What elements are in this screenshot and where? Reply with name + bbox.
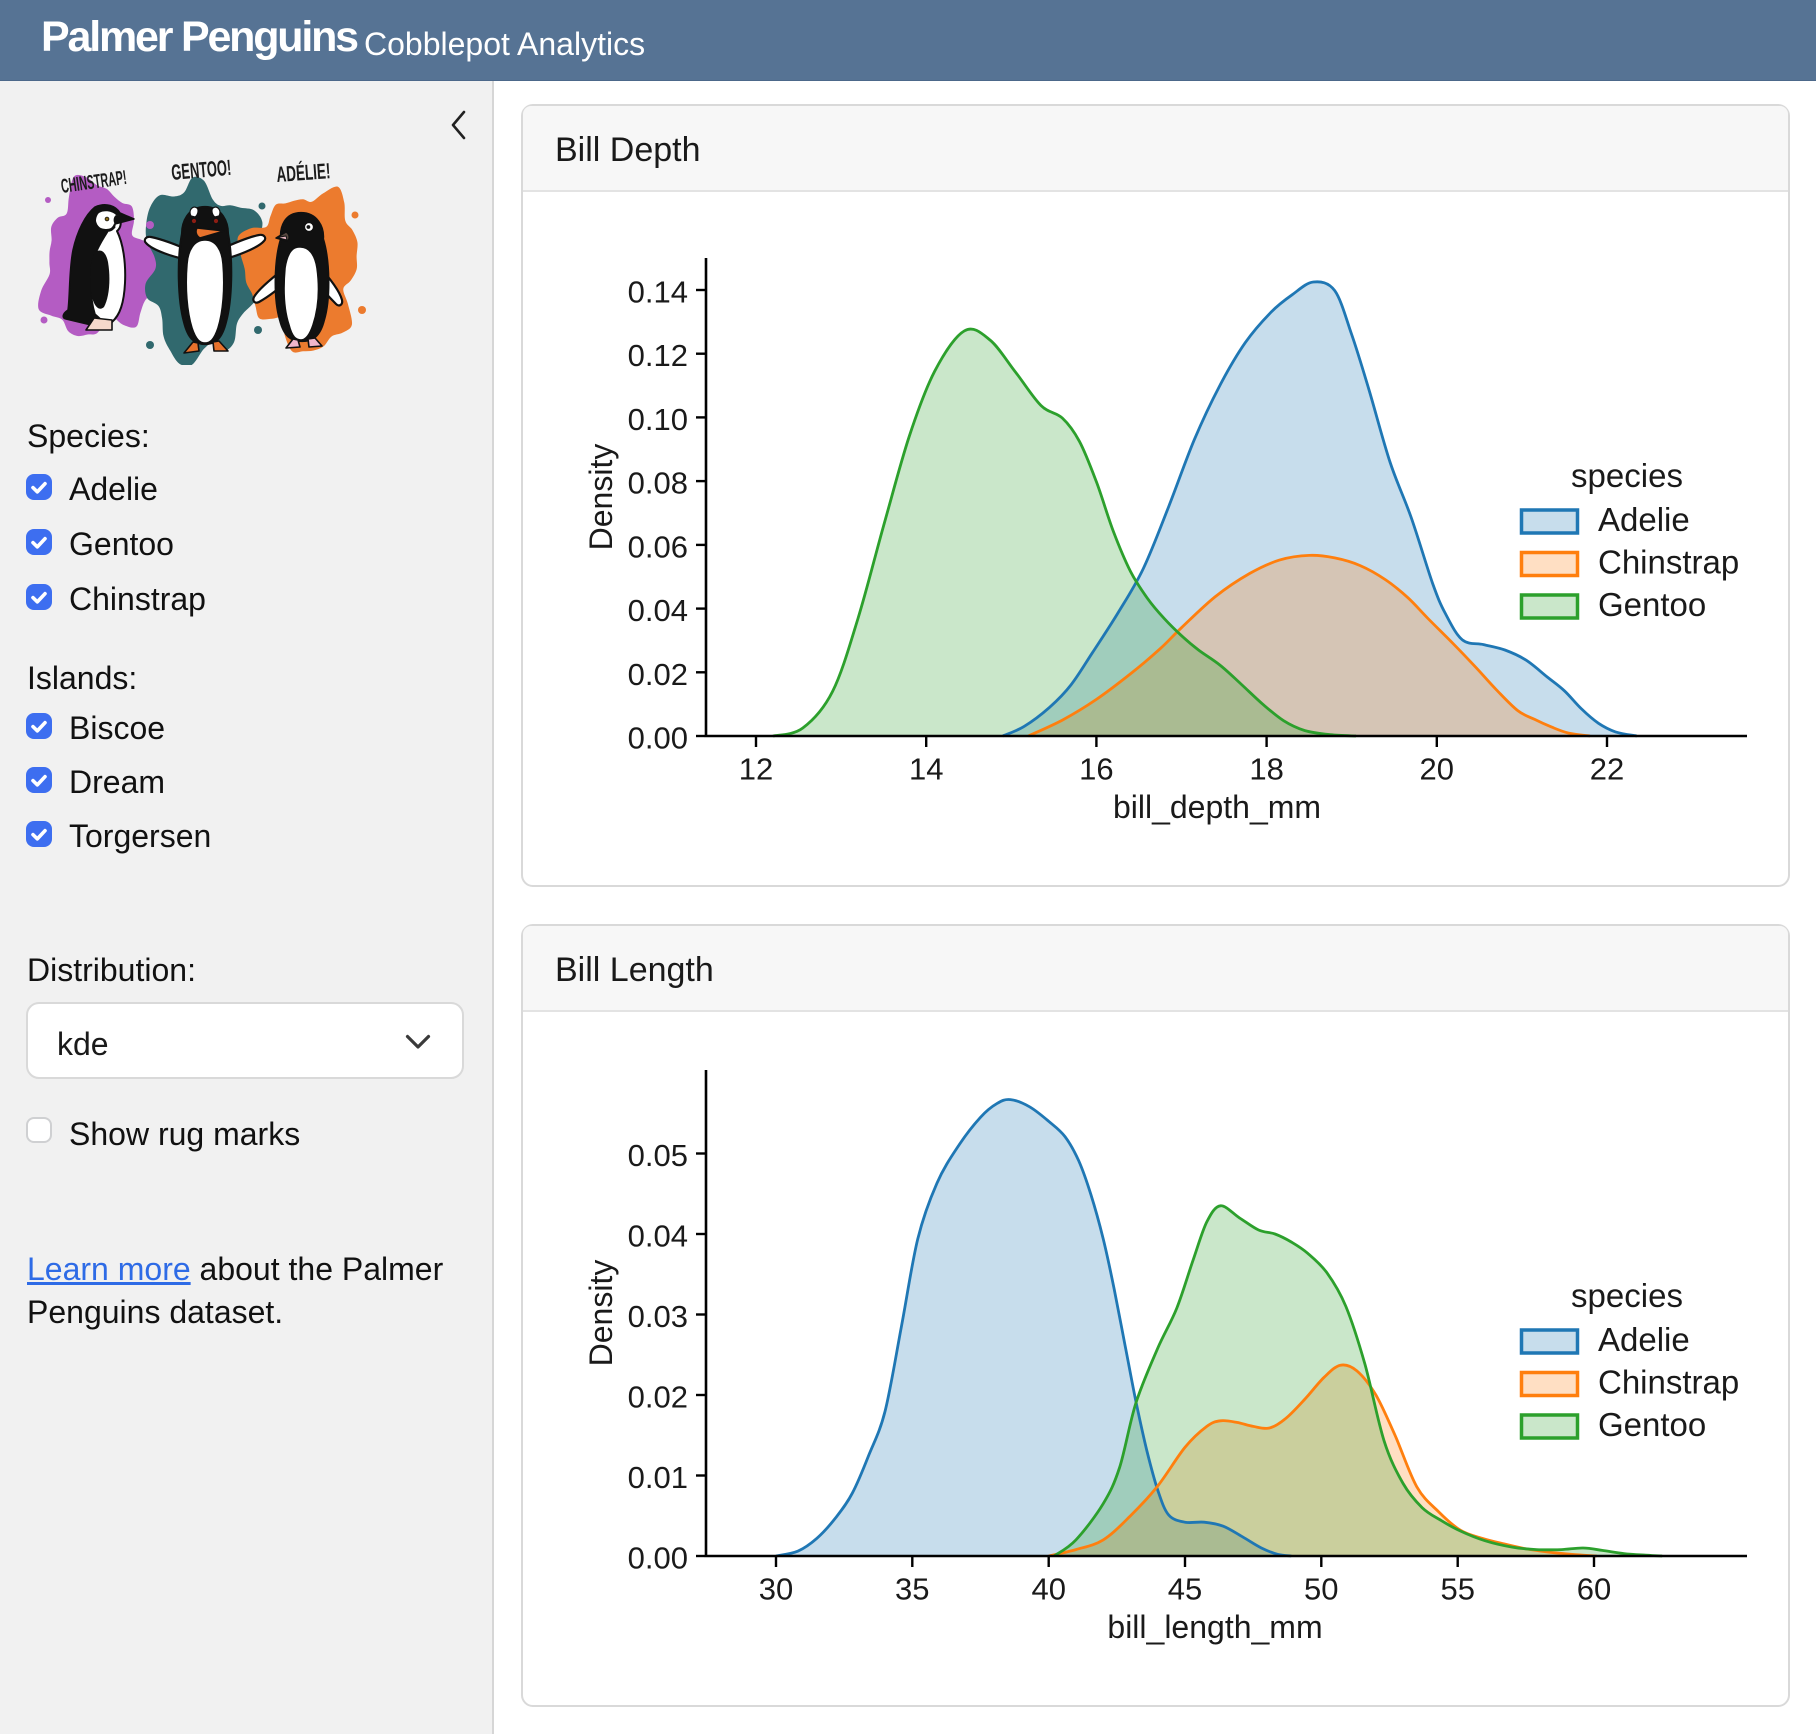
svg-text:GENTOO!: GENTOO!	[170, 155, 232, 185]
svg-text:ADÉLIE!: ADÉLIE!	[276, 158, 332, 187]
svg-text:CHINSTRAP!: CHINSTRAP!	[60, 167, 128, 198]
